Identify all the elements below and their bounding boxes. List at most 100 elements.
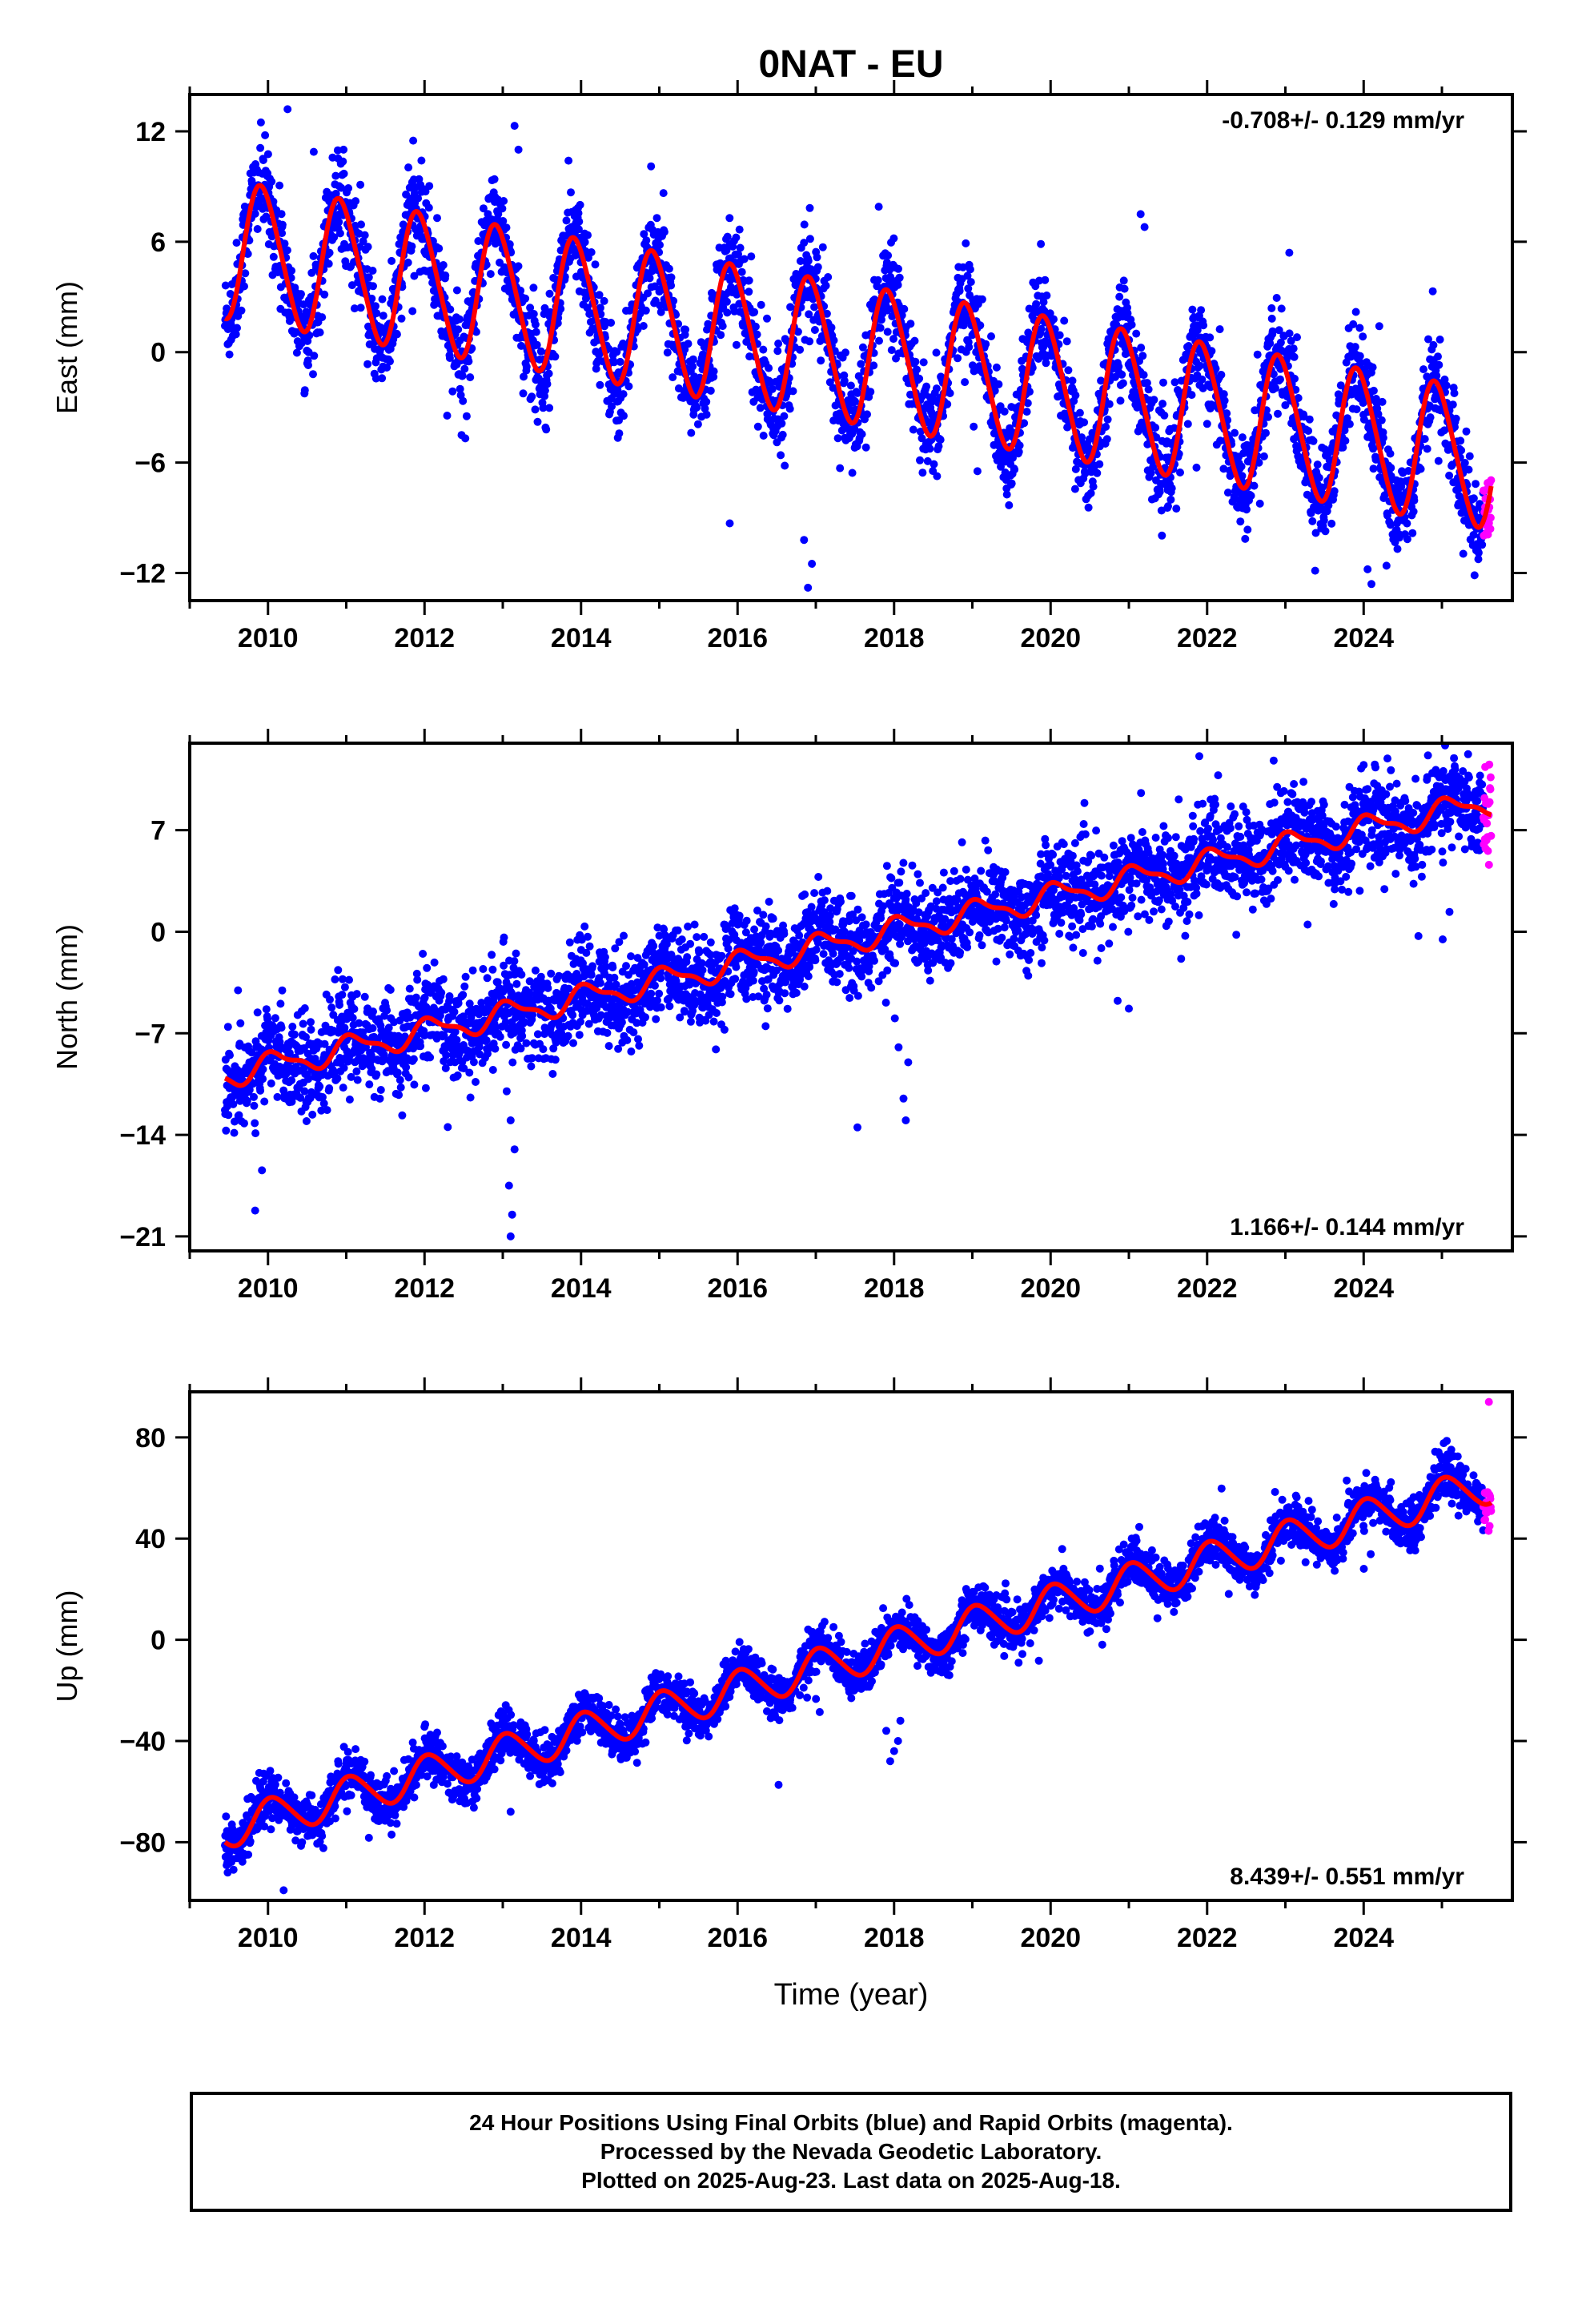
final-orbit-point <box>1023 399 1032 408</box>
final-orbit-point <box>693 403 701 412</box>
final-orbit-point <box>958 263 967 271</box>
final-orbit-point <box>565 938 574 947</box>
final-orbit-point <box>706 386 715 395</box>
final-orbit-point <box>455 315 464 324</box>
final-orbit-point <box>543 380 552 388</box>
final-orbit-point <box>540 304 549 312</box>
final-orbit-point <box>1262 428 1270 437</box>
final-orbit-point <box>233 324 241 332</box>
final-orbit-point <box>635 1041 644 1050</box>
final-orbit-point <box>356 304 365 312</box>
final-orbit-point <box>251 1119 259 1128</box>
final-orbit-point <box>335 218 343 227</box>
final-orbit-point <box>955 287 964 296</box>
final-orbit-point <box>786 303 795 312</box>
final-orbit-point <box>596 380 604 389</box>
final-orbit-point <box>1159 378 1167 387</box>
final-orbit-point <box>1345 420 1354 428</box>
final-orbit-point <box>926 444 934 453</box>
final-orbit-point <box>435 244 444 253</box>
final-orbit-point <box>1442 381 1451 390</box>
panel-north: 2010 2012 2014 2016 2018 2020 2022 202470−7−14−… <box>50 729 1527 1304</box>
final-orbit-point <box>369 282 377 291</box>
final-orbit-point <box>458 372 467 380</box>
final-orbit-point <box>462 412 471 420</box>
final-orbit-point <box>1046 309 1054 318</box>
final-orbit-point <box>531 320 540 329</box>
final-orbit-point <box>292 348 301 357</box>
final-orbit-point <box>527 1062 536 1071</box>
final-orbit-point <box>339 157 347 166</box>
final-orbit-point <box>732 233 741 242</box>
final-orbit-point <box>505 240 514 248</box>
final-orbit-point <box>271 1014 279 1023</box>
final-orbit-point <box>1103 415 1112 424</box>
outlier-point <box>514 145 523 154</box>
final-orbit-point <box>633 325 642 334</box>
final-orbit-point <box>241 269 250 278</box>
final-orbit-point <box>1217 371 1226 379</box>
final-orbit-point <box>1199 321 1208 330</box>
final-orbit-point <box>857 360 865 368</box>
final-orbit-point <box>1060 316 1069 325</box>
outlier-point <box>283 105 292 114</box>
final-orbit-point <box>1247 492 1255 500</box>
final-orbit-point <box>1259 452 1268 460</box>
final-orbit-point <box>987 332 995 340</box>
final-orbit-point <box>1393 545 1402 553</box>
final-orbit-point <box>1193 326 1202 335</box>
final-orbit-point <box>966 278 975 287</box>
final-orbit-point <box>308 1110 317 1119</box>
final-orbit-point <box>822 309 831 318</box>
final-orbit-point <box>580 238 589 247</box>
final-orbit-point <box>623 1035 632 1044</box>
final-orbit-point <box>1404 467 1413 475</box>
final-orbit-point <box>315 1082 324 1091</box>
final-orbit-point <box>508 1058 517 1067</box>
final-orbit-point <box>702 397 711 406</box>
final-orbit-point <box>932 384 941 393</box>
final-orbit-point <box>916 456 924 464</box>
final-orbit-point <box>943 400 952 408</box>
final-orbit-point <box>882 258 891 267</box>
final-orbit-point <box>1460 459 1469 467</box>
final-orbit-point <box>368 1024 377 1032</box>
final-orbit-point <box>740 255 749 263</box>
final-orbit-point <box>709 367 718 376</box>
final-orbit-point <box>1041 275 1050 284</box>
final-orbit-point <box>774 340 783 348</box>
final-orbit-point <box>348 1014 357 1022</box>
final-orbit-point <box>1307 509 1315 517</box>
final-orbit-point <box>531 405 540 414</box>
final-orbit-point <box>732 340 741 349</box>
final-orbit-point <box>1237 462 1246 471</box>
final-orbit-point <box>278 229 287 238</box>
final-orbit-point <box>917 434 926 443</box>
final-orbit-point <box>287 267 296 275</box>
final-orbit-point <box>465 1068 474 1077</box>
final-orbit-point <box>1071 391 1080 400</box>
final-orbit-point <box>499 217 508 225</box>
final-orbit-point <box>461 972 470 981</box>
final-orbit-point <box>1138 352 1147 360</box>
final-orbit-point <box>913 365 921 374</box>
final-orbit-point <box>540 386 549 395</box>
final-orbit-point <box>302 1117 311 1125</box>
final-orbit-point <box>1223 489 1232 497</box>
final-orbit-point <box>932 348 941 357</box>
final-orbit-point <box>323 1106 331 1115</box>
final-orbit-point <box>236 1019 245 1027</box>
final-orbit-point <box>954 354 962 363</box>
final-orbit-point <box>1211 364 1220 373</box>
final-orbit-point <box>1250 481 1259 490</box>
final-orbit-point <box>644 289 652 298</box>
final-orbit-point <box>736 243 745 252</box>
final-orbit-point <box>1119 276 1128 285</box>
final-orbit-point <box>1042 292 1051 300</box>
final-orbit-point <box>564 1031 572 1040</box>
final-orbit-point <box>922 382 931 391</box>
outlier-point <box>1140 223 1149 231</box>
final-orbit-point <box>689 362 697 371</box>
final-orbit-point <box>647 162 656 171</box>
final-orbit-point <box>353 1076 362 1084</box>
